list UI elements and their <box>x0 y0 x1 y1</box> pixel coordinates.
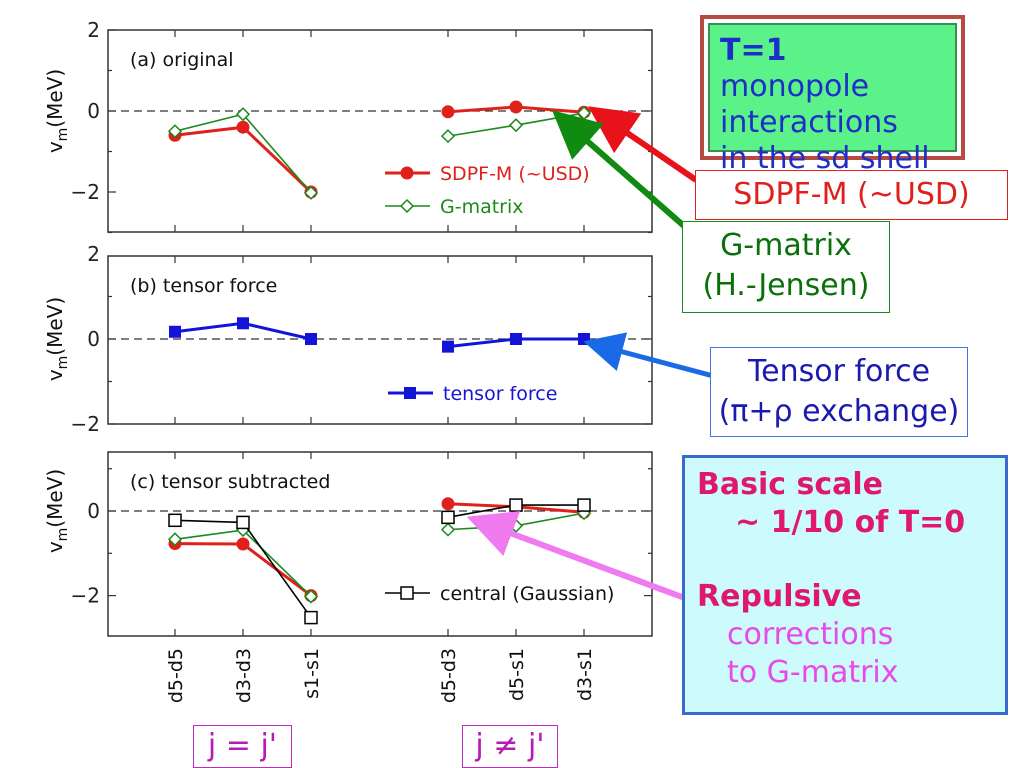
panel-2-ylabel: vm(MeV) <box>43 469 71 553</box>
panel-2-series-1-point <box>167 532 183 547</box>
panel-0-frame <box>107 29 653 233</box>
basic-line5: to G-matrix <box>727 655 899 690</box>
panel-0-series-0-point <box>236 120 250 134</box>
panel-1-ytick-label: 0 <box>87 327 100 351</box>
panel-1-ylabel: vm(MeV) <box>43 297 71 381</box>
panel-0-legend-0-marker <box>400 166 414 180</box>
arrow-repulsive <box>466 511 692 603</box>
category-label: d3-s1 <box>574 648 596 701</box>
panel-1-ytick-label: 2 <box>87 242 100 266</box>
panel-0-legend-1-label: G-matrix <box>440 196 524 218</box>
panel-1-series-0-point <box>305 333 317 345</box>
panel-0-series-1-point <box>508 118 524 133</box>
panel-0-series-0-point <box>441 105 455 119</box>
panel-2-series-1-point <box>440 522 456 537</box>
category-label: d5-d3 <box>438 648 460 703</box>
category-label: d5-s1 <box>506 648 528 701</box>
panel-2-series-1-point <box>303 589 319 604</box>
panel-0-series-0-point <box>509 100 523 114</box>
panel-2-series-2-point <box>304 610 318 625</box>
t1-rest: monopole <box>720 69 870 104</box>
panel-1-legend-0-marker <box>404 387 416 399</box>
panel-0-series-1-point <box>235 107 251 122</box>
panel-2-series-0-point <box>236 537 250 551</box>
t1-bold: T=1 <box>720 33 787 68</box>
panel-0-series-1-point <box>440 129 456 144</box>
j-not-equal-label: j ≠ j' <box>462 725 558 768</box>
gmatrix-line1: G-matrix <box>720 228 852 263</box>
panel-2-legend-2-marker <box>400 586 414 600</box>
panel-0-series-1-point <box>303 185 319 200</box>
panel-2-ytick-label: −2 <box>71 584 100 608</box>
panel-0-ytick-label: 2 <box>87 18 100 42</box>
panel-1-series-0-point <box>442 340 454 353</box>
panel-2-title: (c) tensor subtracted <box>130 471 330 493</box>
panel-0-ytick-label: 0 <box>87 99 100 123</box>
panel-2-series-2-point <box>441 510 455 525</box>
panel-0-series-1-point <box>167 124 183 139</box>
panel-0-ytick-label: −2 <box>71 180 100 204</box>
panel-0-title: (a) original <box>130 49 234 71</box>
basic-line1: Basic scale <box>697 467 883 502</box>
panel-2-series-2-point <box>168 513 182 528</box>
tensor-callout: Tensor force (π+ρ exchange) <box>710 347 968 437</box>
basic-line2: ~ 1/10 of T=0 <box>735 505 966 540</box>
panel-1-series-0-point <box>237 317 249 330</box>
panel-0-legend-0-label: SDPF-M (~USD) <box>440 163 590 185</box>
arrow-gmatrix <box>551 110 686 229</box>
panel-2-series-0-point <box>441 497 455 511</box>
panel-1-series-0-point <box>169 325 181 338</box>
t1-line2: interactions <box>720 105 898 140</box>
category-label: s1-s1 <box>301 648 323 699</box>
panel-1-series-0-point <box>578 333 590 345</box>
panel-1-legend-0-label: tensor force <box>443 383 557 405</box>
gmatrix-callout: G-matrix (H.-Jensen) <box>682 221 890 313</box>
tensor-line2: (π+ρ exchange) <box>718 394 960 429</box>
panel-1-frame <box>107 255 653 425</box>
panel-1-ytick-label: −2 <box>71 412 100 436</box>
category-label: d3-d3 <box>233 648 255 703</box>
gmatrix-line2: (H.-Jensen) <box>702 268 870 303</box>
panel-1-series-0-point <box>510 333 522 345</box>
basic-line4: corrections <box>727 617 894 652</box>
panel-2-ytick-label: 0 <box>87 499 100 523</box>
panel-0-series-0-line <box>174 125 313 194</box>
basic-scale-callout: Basic scale ~ 1/10 of T=0 Repulsive corr… <box>682 455 1008 715</box>
panel-0-ylabel: vm(MeV) <box>43 69 71 153</box>
j-equal-label: j = j' <box>193 725 292 768</box>
panel-2-series-1-point <box>508 518 524 533</box>
tensor-line1: Tensor force <box>747 354 931 389</box>
panel-0-legend-1-marker <box>399 198 415 214</box>
panel-1-title: (b) tensor force <box>130 275 277 297</box>
category-label: d5-d5 <box>165 648 187 703</box>
panel-2-series-2-point <box>509 498 523 512</box>
sdpf-callout: SDPF-M (~USD) <box>695 170 1008 220</box>
basic-line3: Repulsive <box>697 579 862 614</box>
panel-2-series-2-point <box>577 498 591 512</box>
panel-2-series-2-point <box>236 515 250 530</box>
panel-2-legend-2-label: central (Gaussian) <box>440 583 614 605</box>
t1-monopole-callout: T=1 monopole interactions in the sd shel… <box>700 15 965 176</box>
panel-2-frame <box>107 451 653 637</box>
arrow-sdpf <box>588 106 698 183</box>
